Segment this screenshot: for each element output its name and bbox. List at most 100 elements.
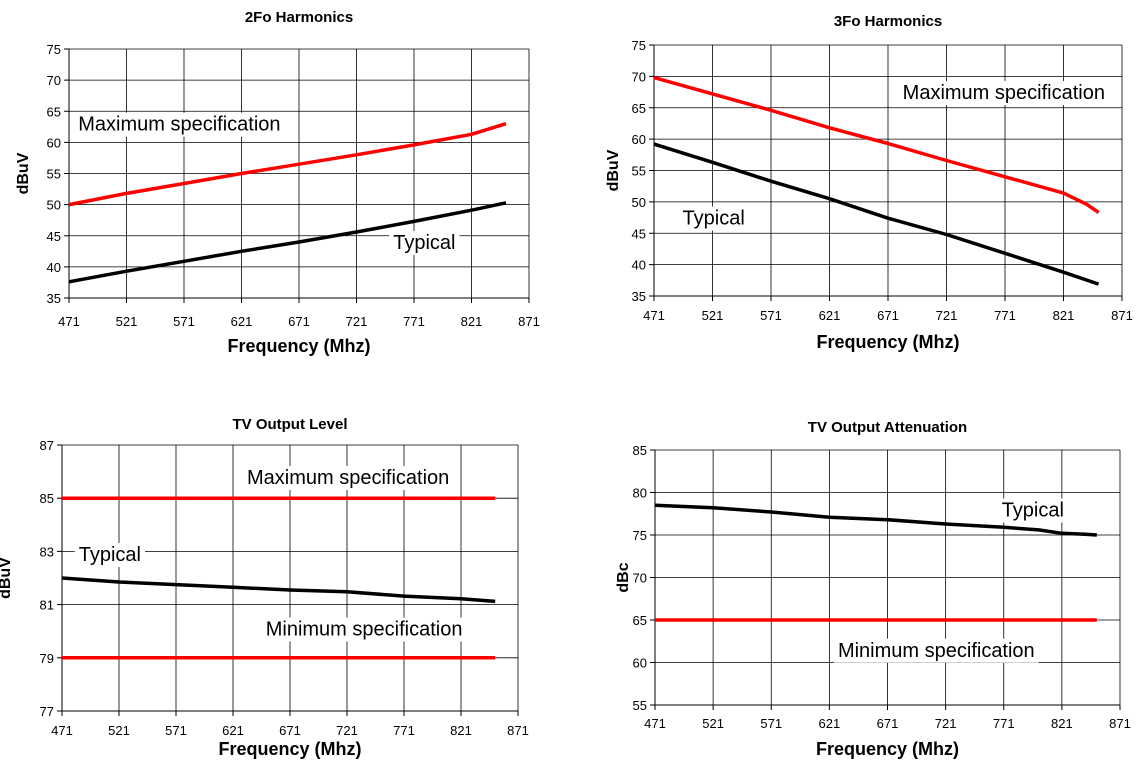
y-tick-label: 70: [633, 571, 647, 586]
annotation-background: [898, 81, 1109, 106]
chart-4: 471 521 571 621 671 721 771 821 871 55 60 65 70 75 80 8…: [615, 419, 1131, 759]
x-tick-label: 471: [643, 308, 665, 323]
x-tick-label: 521: [116, 314, 138, 329]
annotation-background: [833, 638, 1039, 663]
x-tick-label: 621: [819, 716, 841, 731]
y-tick-label: 40: [632, 258, 646, 273]
series-line-typical: [61, 576, 496, 604]
annotation-label: Minimum specification: [266, 619, 463, 641]
annotation-label: Maximum specification: [903, 82, 1105, 104]
y-axis-label: dBc: [615, 562, 632, 592]
x-tick-label: 671: [877, 308, 899, 323]
y-axis-label: dBuV: [0, 557, 14, 599]
y-tick-label: 65: [632, 101, 646, 116]
x-tick-label: 571: [760, 308, 782, 323]
x-tick-label: 871: [507, 723, 529, 738]
chart-1: 471 521 571 621 671 721 771 821 871 35 40 45 50 55 60 6…: [15, 9, 540, 356]
y-axis-label: dBuV: [15, 152, 32, 194]
x-tick-label: 871: [1111, 308, 1133, 323]
x-tick-label: 871: [518, 314, 540, 329]
y-tick-label: 75: [633, 528, 647, 543]
y-axis-label: dBuV: [605, 149, 622, 191]
annotation-background: [74, 112, 285, 137]
chart-title: TV Output Attenuation: [808, 419, 967, 436]
annotation-background: [997, 498, 1068, 523]
annotation-background: [389, 230, 460, 255]
annotation-label: Maximum specification: [78, 114, 280, 136]
x-tick-label: 721: [936, 308, 958, 323]
series-line-maximum-specification: [68, 122, 507, 207]
y-tick-label: 81: [40, 598, 54, 613]
x-tick-label: 521: [702, 716, 724, 731]
y-tick-label: 45: [632, 226, 646, 241]
x-tick-label: 871: [1109, 716, 1131, 731]
x-tick-label: 821: [450, 723, 472, 738]
x-tick-label: 571: [760, 716, 782, 731]
x-tick-label: 771: [994, 308, 1016, 323]
y-tick-label: 35: [632, 289, 646, 304]
y-tick-label: 55: [47, 167, 61, 182]
x-tick-label: 671: [288, 314, 310, 329]
annotation-background: [261, 617, 467, 642]
x-tick-label: 621: [819, 308, 841, 323]
x-tick-label: 571: [173, 314, 195, 329]
y-tick-label: 55: [632, 164, 646, 179]
y-tick-label: 83: [40, 544, 54, 559]
y-tick-label: 35: [47, 291, 61, 306]
y-tick-label: 85: [40, 491, 54, 506]
y-tick-label: 65: [47, 104, 61, 119]
x-tick-label: 521: [108, 723, 130, 738]
annotation-label: Minimum specification: [838, 640, 1035, 662]
x-tick-label: 771: [993, 716, 1015, 731]
x-tick-label: 621: [222, 723, 244, 738]
y-tick-label: 60: [632, 132, 646, 147]
annotation-label: Maximum specification: [247, 467, 449, 489]
x-axis-label: Frequency (Mhz): [227, 336, 370, 356]
y-tick-label: 40: [47, 260, 61, 275]
x-tick-label: 721: [346, 314, 368, 329]
series-line-maximum-specification: [653, 75, 1100, 214]
x-tick-label: 471: [51, 723, 73, 738]
annotation-label: Typical: [1002, 500, 1064, 522]
annotation-background: [242, 465, 454, 490]
annotation-background: [678, 206, 749, 231]
y-tick-label: 55: [633, 698, 647, 713]
x-tick-label: 521: [702, 308, 724, 323]
chart-title: 2Fo Harmonics: [245, 9, 353, 26]
x-tick-label: 771: [403, 314, 425, 329]
x-tick-label: 471: [58, 314, 80, 329]
x-tick-label: 671: [279, 723, 301, 738]
y-tick-label: 85: [633, 443, 647, 458]
x-tick-label: 571: [165, 723, 187, 738]
chart-2: 471 521 571 621 671 721 771 821 871 35 40 45 50 55 60 6…: [605, 13, 1133, 352]
y-tick-label: 60: [633, 656, 647, 671]
y-tick-label: 77: [40, 704, 54, 719]
series-line-typical: [654, 503, 1097, 537]
annotation-background: [74, 543, 146, 568]
x-tick-label: 471: [644, 716, 666, 731]
x-tick-label: 671: [877, 716, 899, 731]
series-line-typical: [653, 142, 1100, 286]
x-tick-label: 821: [1053, 308, 1075, 323]
y-tick-label: 79: [40, 651, 54, 666]
x-tick-label: 721: [336, 723, 358, 738]
annotation-label: Typical: [393, 232, 455, 254]
y-tick-label: 70: [632, 69, 646, 84]
chart-3: 471 521 571 621 671 721 771 821 871 77 79 81 83 85 87 M…: [0, 416, 529, 759]
y-tick-label: 80: [633, 486, 647, 501]
y-tick-label: 75: [47, 42, 61, 57]
y-tick-label: 87: [40, 438, 54, 453]
x-tick-label: 721: [935, 716, 957, 731]
annotation-label: Typical: [683, 208, 745, 230]
x-tick-label: 821: [461, 314, 483, 329]
y-tick-label: 50: [47, 198, 61, 213]
y-tick-label: 50: [632, 195, 646, 210]
y-tick-label: 45: [47, 229, 61, 244]
chart-title: 3Fo Harmonics: [834, 13, 942, 30]
x-axis-label: Frequency (Mhz): [816, 739, 959, 759]
annotation-label: Typical: [79, 544, 141, 566]
x-axis-label: Frequency (Mhz): [218, 739, 361, 759]
y-tick-label: 60: [47, 135, 61, 150]
series-line-typical: [68, 201, 507, 284]
